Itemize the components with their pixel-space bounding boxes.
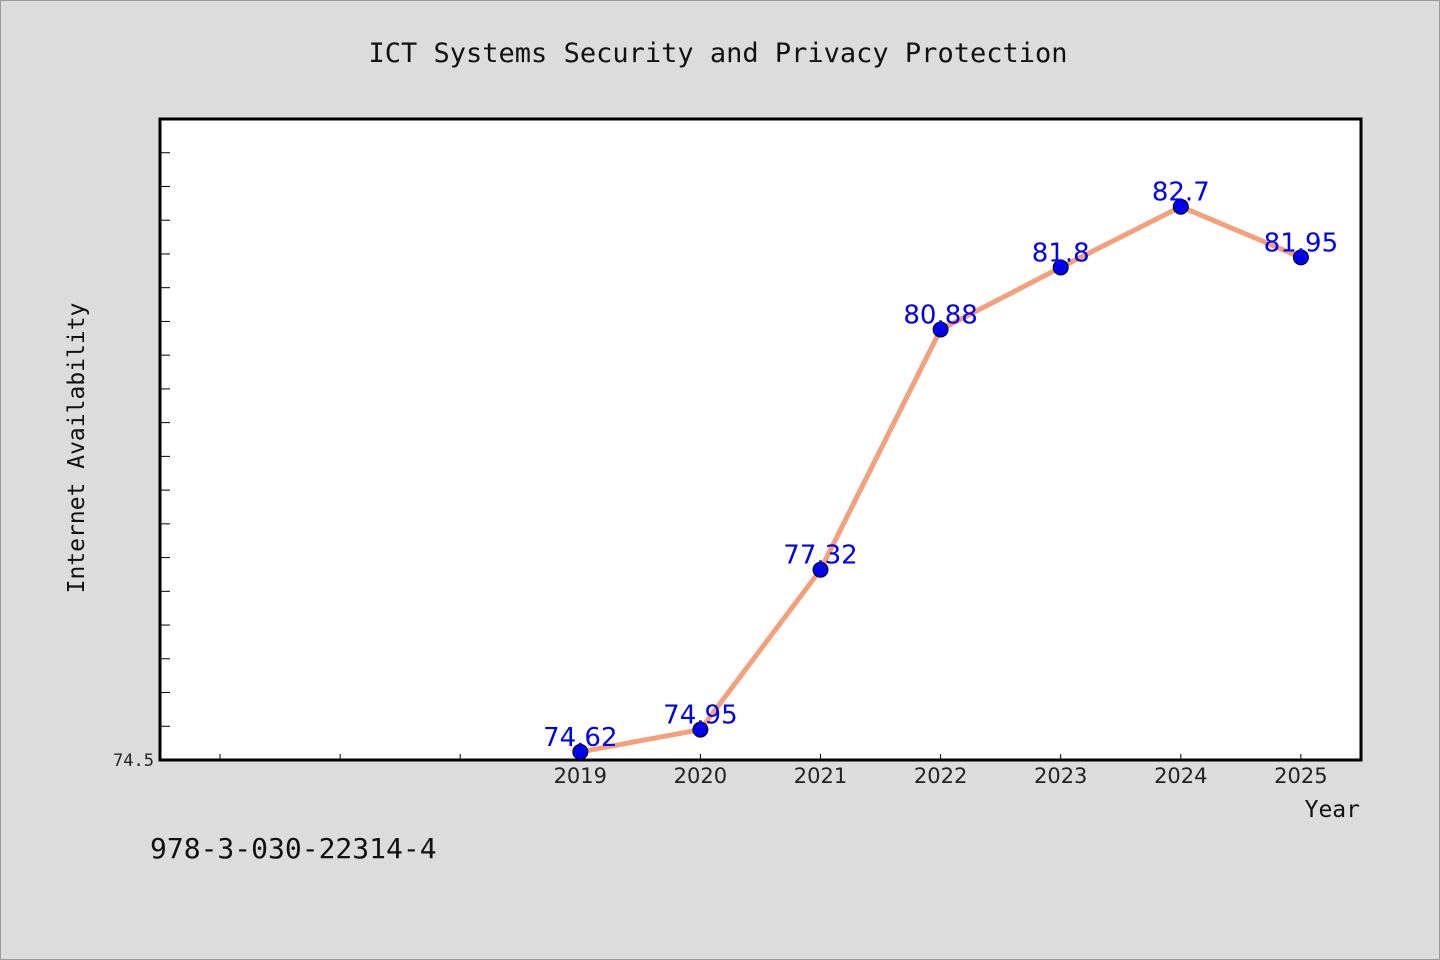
data-label: 81.95 — [1264, 228, 1338, 258]
data-label: 80.88 — [903, 301, 977, 331]
data-point — [1052, 259, 1069, 276]
x-tick-label: 2023 — [1034, 764, 1087, 788]
y-tick-label: 74.5 — [113, 751, 154, 771]
data-markers — [572, 198, 1309, 760]
x-tick-label: 2019 — [554, 764, 607, 788]
data-point — [932, 321, 949, 338]
data-point — [572, 743, 589, 760]
y-axis-label: Internet Availability — [64, 303, 90, 594]
x-axis-label: Year — [1305, 797, 1360, 823]
data-label: 77.32 — [783, 541, 857, 571]
x-tick-label: 2022 — [914, 764, 967, 788]
y-axis-ticks — [160, 118, 170, 761]
data-label: 82.7 — [1152, 178, 1210, 208]
plot-area — [158, 117, 1363, 762]
x-tick-label: 2020 — [674, 764, 727, 788]
x-tick-label: 2025 — [1274, 764, 1327, 788]
footer-code: 978-3-030-22314-4 — [150, 832, 437, 865]
data-point — [1292, 249, 1309, 266]
x-axis-tick-labels: 2019 2020 2021 2022 2023 2024 2025 — [554, 764, 1328, 788]
data-point — [1172, 198, 1189, 215]
x-tick-label: 2024 — [1154, 764, 1207, 788]
chart-title: ICT Systems Security and Privacy Protect… — [369, 38, 1068, 69]
y-axis-tick-labels: 74.5 — [113, 751, 154, 771]
data-label: 74.95 — [663, 701, 737, 731]
data-point — [812, 561, 829, 578]
data-label: 74.62 — [543, 723, 617, 753]
data-labels: 74.62 74.95 77.32 80.88 81.8 82.7 81.95 — [543, 178, 1338, 753]
data-label: 81.8 — [1032, 238, 1090, 268]
data-point — [692, 721, 709, 738]
x-tick-label: 2021 — [794, 764, 847, 788]
